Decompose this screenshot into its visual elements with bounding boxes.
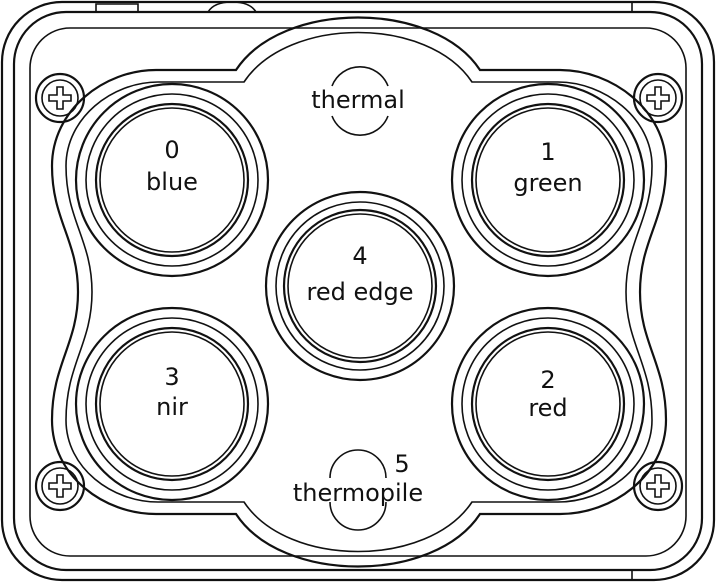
screw-bottom-left xyxy=(34,460,86,512)
lens-red: 2 red xyxy=(450,306,646,502)
lens-plate-inner xyxy=(65,31,653,553)
lens-green-number: 1 xyxy=(540,138,555,166)
thermal-sensor: thermal xyxy=(311,65,405,137)
screw-top-left xyxy=(34,72,86,124)
lens-nir-label: nir xyxy=(156,393,188,421)
thermopile-label: thermopile xyxy=(293,479,423,507)
lens-nir-number: 3 xyxy=(164,363,179,391)
lens-red-edge-number: 4 xyxy=(352,242,367,270)
lens-red-label: red xyxy=(528,394,567,422)
lens-red-number: 2 xyxy=(540,366,555,394)
lens-green: 1 green xyxy=(450,82,646,278)
lens-nir: 3 nir xyxy=(74,306,270,502)
lens-red-edge: 4 red edge xyxy=(264,190,456,382)
thermal-label: thermal xyxy=(311,86,405,114)
lens-green-label: green xyxy=(513,169,582,197)
lens-blue-number: 0 xyxy=(164,136,179,164)
lens-blue-label: blue xyxy=(146,168,198,196)
lens-blue: 0 blue xyxy=(74,82,270,278)
thermopile-sensor: 5 thermopile xyxy=(293,449,423,531)
lens-plate-outline xyxy=(50,16,668,568)
lens-red-edge-label: red edge xyxy=(307,278,414,306)
screw-bottom-right xyxy=(632,460,684,512)
thermopile-number: 5 xyxy=(394,450,409,478)
screw-top-right xyxy=(632,72,684,124)
